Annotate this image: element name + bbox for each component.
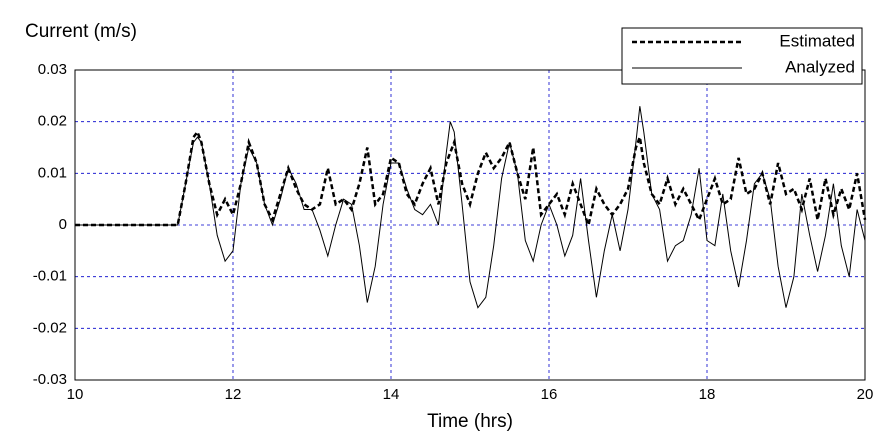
- y-tick-label: 0: [59, 216, 67, 233]
- plot-frame: [74, 69, 866, 381]
- y-axis-label: Current (m/s): [25, 21, 137, 42]
- x-tick-label: 10: [67, 386, 84, 403]
- y-tick-label: -0.01: [33, 268, 67, 285]
- legend-box: [621, 27, 863, 85]
- y-tick-label: -0.03: [33, 371, 67, 388]
- series-line: [75, 129, 867, 230]
- legend-label: Analyzed: [785, 57, 855, 76]
- y-tick-label: 0.02: [38, 113, 67, 130]
- x-tick-label: 18: [699, 386, 716, 403]
- y-tick-label: 0.03: [38, 61, 67, 78]
- y-tick-label: 0.01: [38, 164, 67, 181]
- x-tick-label: 14: [383, 386, 400, 403]
- x-tick-label: 20: [857, 386, 874, 403]
- x-axis-label: Time (hrs): [427, 411, 513, 432]
- legend-label: Estimated: [779, 31, 855, 50]
- x-tick-label: 16: [541, 386, 558, 403]
- x-tick-label: 12: [225, 386, 242, 403]
- y-tick-label: -0.02: [33, 319, 67, 336]
- series-line: [75, 106, 866, 309]
